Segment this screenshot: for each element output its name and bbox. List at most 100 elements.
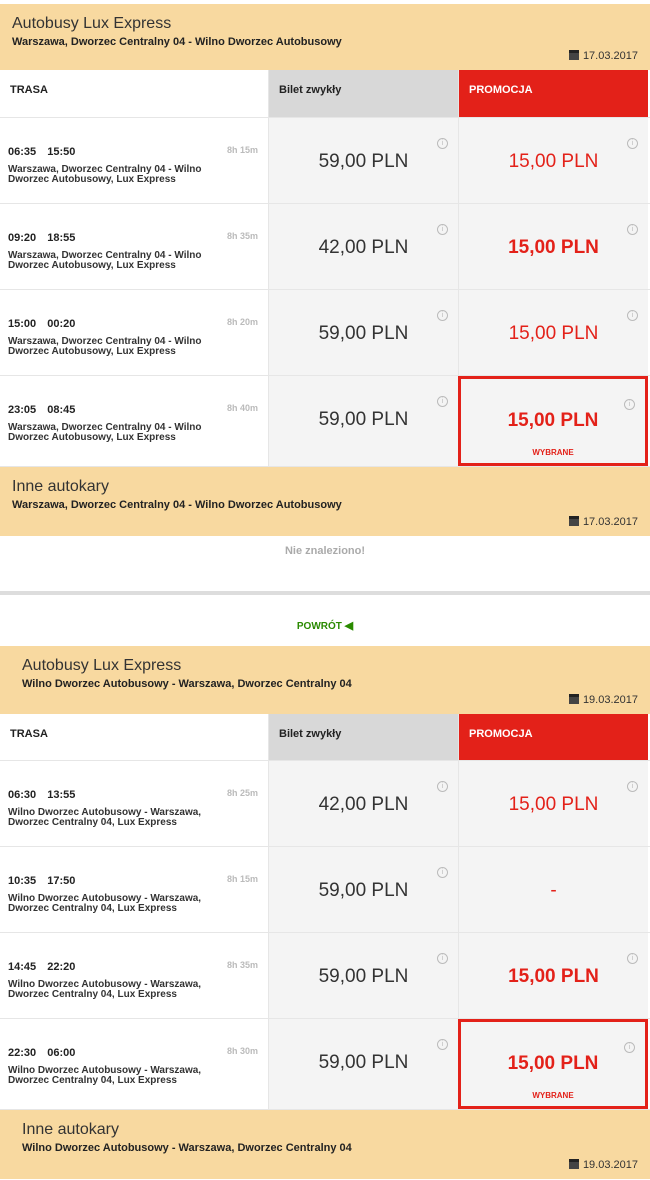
times: 22:30 06:00 xyxy=(8,1047,75,1059)
info-icon[interactable]: i xyxy=(627,781,638,792)
info-icon[interactable]: i xyxy=(437,781,448,792)
info-icon[interactable]: i xyxy=(437,1039,448,1050)
info-icon[interactable]: i xyxy=(624,399,635,410)
route-desc: Wilno Dworzec Autobusowy - Warszawa, Dwo… xyxy=(8,807,202,828)
promo-price: 15,00 PLN xyxy=(507,410,599,431)
promo-price-cell[interactable]: i 15,00 PLN xyxy=(458,933,648,1018)
duration: 8h 40m xyxy=(226,403,258,413)
promo-price: 15,00 PLN xyxy=(508,794,599,815)
date-text: 19.03.2017 xyxy=(582,1159,638,1171)
section-date: 19.03.2017 xyxy=(568,694,638,706)
route-desc: Warszawa, Dworzec Centralny 04 - Wilno D… xyxy=(8,250,202,271)
promo-price: 15,00 PLN xyxy=(508,323,599,344)
regular-price-cell[interactable]: i 59,00 PLN xyxy=(268,1019,458,1109)
promo-price-cell[interactable]: i 15,00 PLN WYBRANE xyxy=(458,376,648,466)
date-text: 19.03.2017 xyxy=(582,694,638,706)
route-desc: Warszawa, Dworzec Centralny 04 - Wilno D… xyxy=(8,336,202,357)
info-icon[interactable]: i xyxy=(627,224,638,235)
calendar-icon xyxy=(568,1159,579,1169)
info-icon[interactable]: i xyxy=(627,310,638,321)
route-cell: 09:20 18:55 8h 35m Warszawa, Dworzec Cen… xyxy=(0,204,268,289)
regular-price-cell[interactable]: i 59,00 PLN xyxy=(268,118,458,203)
info-icon[interactable]: i xyxy=(437,867,448,878)
arrival-time: 06:00 xyxy=(47,1047,76,1059)
table-row: 06:30 13:55 8h 25m Wilno Dworzec Autobus… xyxy=(0,761,650,847)
section-route: Warszawa, Dworzec Centralny 04 - Wilno D… xyxy=(12,499,342,511)
departure-time: 06:30 xyxy=(8,789,37,801)
regular-price-cell[interactable]: i 59,00 PLN xyxy=(268,847,458,932)
arrival-time: 17:50 xyxy=(47,875,76,887)
calendar-icon xyxy=(568,516,579,526)
promo-price-cell[interactable]: i 15,00 PLN xyxy=(458,204,648,289)
regular-price-cell[interactable]: i 42,00 PLN xyxy=(268,761,458,846)
section-header: Autobusy Lux Express Warszawa, Dworzec C… xyxy=(0,4,650,70)
departure-time: 23:05 xyxy=(8,404,37,416)
promo-price-cell[interactable]: i 15,00 PLN xyxy=(458,290,648,375)
route-cell: 14:45 22:20 8h 35m Wilno Dworzec Autobus… xyxy=(0,933,268,1018)
date-text: 17.03.2017 xyxy=(582,516,638,528)
regular-price: 59,00 PLN xyxy=(318,880,409,901)
info-icon[interactable]: i xyxy=(437,396,448,407)
section-date: 19.03.2017 xyxy=(568,1159,638,1171)
promo-price: - xyxy=(550,880,557,901)
arrival-time: 18:55 xyxy=(47,232,76,244)
regular-price: 42,00 PLN xyxy=(318,794,409,815)
table-row: 09:20 18:55 8h 35m Warszawa, Dworzec Cen… xyxy=(0,204,650,290)
info-icon[interactable]: i xyxy=(627,138,638,149)
regular-price: 59,00 PLN xyxy=(318,1052,409,1073)
regular-price: 59,00 PLN xyxy=(318,409,409,430)
promo-price: 15,00 PLN xyxy=(508,151,599,172)
duration: 8h 25m xyxy=(226,788,258,798)
departure-time: 22:30 xyxy=(8,1047,37,1059)
col-promo: PROMOCJA xyxy=(458,714,648,760)
section-date: 17.03.2017 xyxy=(568,50,638,62)
info-icon[interactable]: i xyxy=(437,310,448,321)
section-header: Inne autokary Wilno Dworzec Autobusowy -… xyxy=(0,1110,650,1179)
not-found-message: Nie znaleziono! xyxy=(284,545,366,557)
promo-price-cell[interactable]: i 15,00 PLN WYBRANE xyxy=(458,1019,648,1109)
times: 09:20 18:55 xyxy=(8,232,75,244)
route-desc: Warszawa, Dworzec Centralny 04 - Wilno D… xyxy=(8,164,202,185)
info-icon[interactable]: i xyxy=(624,1042,635,1053)
duration: 8h 35m xyxy=(226,960,258,970)
calendar-icon xyxy=(568,50,579,60)
arrival-time: 13:55 xyxy=(47,789,76,801)
info-icon[interactable]: i xyxy=(437,953,448,964)
col-regular: Bilet zwykły xyxy=(268,70,458,117)
regular-price-cell[interactable]: i 59,00 PLN xyxy=(268,376,458,466)
route-desc: Wilno Dworzec Autobusowy - Warszawa, Dwo… xyxy=(8,979,202,1000)
info-icon[interactable]: i xyxy=(437,224,448,235)
section-header: Inne autokary Warszawa, Dworzec Centraln… xyxy=(0,467,650,536)
selected-label: WYBRANE xyxy=(532,448,574,457)
route-cell: 06:30 13:55 8h 25m Wilno Dworzec Autobus… xyxy=(0,761,268,846)
promo-price-cell[interactable]: i 15,00 PLN xyxy=(458,118,648,203)
times: 15:00 00:20 xyxy=(8,318,75,330)
date-text: 17.03.2017 xyxy=(582,50,638,62)
table-header: TRASA Bilet zwykły PROMOCJA xyxy=(0,714,650,761)
promo-price-cell[interactable]: - xyxy=(458,847,648,932)
regular-price: 59,00 PLN xyxy=(318,966,409,987)
duration: 8h 30m xyxy=(226,1046,258,1056)
regular-price-cell[interactable]: i 42,00 PLN xyxy=(268,204,458,289)
duration: 8h 20m xyxy=(226,317,258,327)
route-cell: 10:35 17:50 8h 15m Wilno Dworzec Autobus… xyxy=(0,847,268,932)
info-icon[interactable]: i xyxy=(437,138,448,149)
departure-time: 09:20 xyxy=(8,232,37,244)
section-title: Inne autokary xyxy=(12,478,109,495)
col-route: TRASA xyxy=(0,70,268,117)
times: 23:05 08:45 xyxy=(8,404,75,416)
promo-price: 15,00 PLN xyxy=(508,237,599,258)
promo-price: 15,00 PLN xyxy=(507,1053,599,1074)
divider xyxy=(0,591,650,595)
route-desc: Warszawa, Dworzec Centralny 04 - Wilno D… xyxy=(8,422,202,443)
table-row: 14:45 22:20 8h 35m Wilno Dworzec Autobus… xyxy=(0,933,650,1019)
route-cell: 06:35 15:50 8h 15m Warszawa, Dworzec Cen… xyxy=(0,118,268,203)
arrow-left-icon: ◀ xyxy=(344,620,354,632)
info-icon[interactable]: i xyxy=(627,953,638,964)
regular-price-cell[interactable]: i 59,00 PLN xyxy=(268,290,458,375)
back-button[interactable]: POWRÓT ◀ xyxy=(0,595,650,646)
section-title: Inne autokary xyxy=(22,1121,119,1138)
duration: 8h 35m xyxy=(226,231,258,241)
promo-price-cell[interactable]: i 15,00 PLN xyxy=(458,761,648,846)
regular-price-cell[interactable]: i 59,00 PLN xyxy=(268,933,458,1018)
